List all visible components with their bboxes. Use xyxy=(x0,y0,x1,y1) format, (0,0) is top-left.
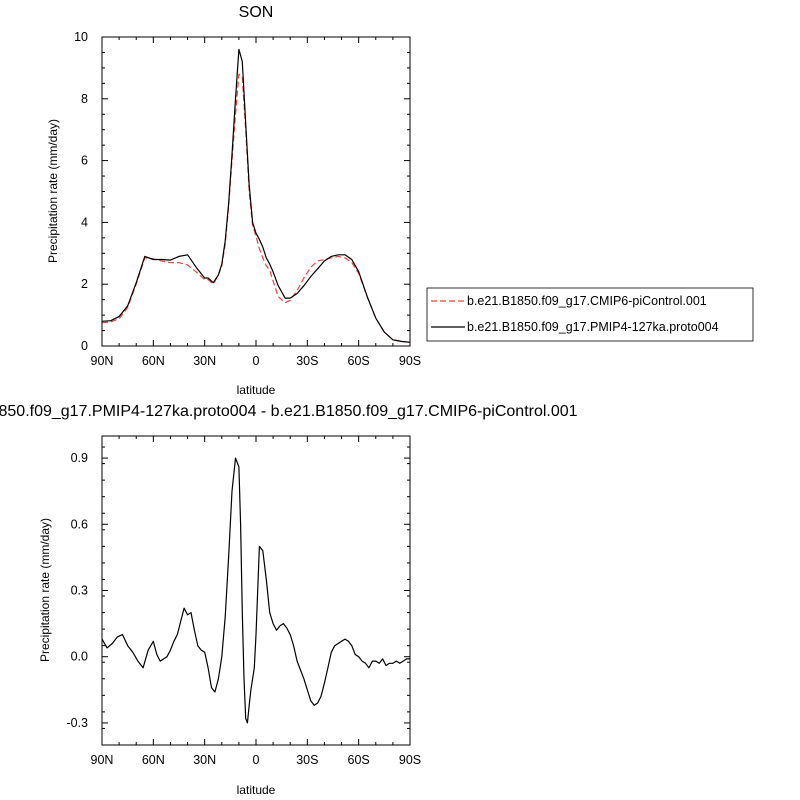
bottom-x-tick-label: 90S xyxy=(399,753,421,767)
top-y-tick-label: 4 xyxy=(81,215,88,229)
bottom-y-tick-label: 0.0 xyxy=(71,650,88,664)
bottom-x-tick-label: 30S xyxy=(296,753,318,767)
bottom-axis-ticks: 90N 60N 30N 0 30S 60S 90S -0.3 0.0 0.3 0.6 0.9 xyxy=(66,436,421,767)
legend-label-127ka: b.e21.B1850.f09_g17.PMIP4-127ka.proto004 xyxy=(467,320,719,334)
top-x-tick-label: 0 xyxy=(253,354,260,368)
top-x-tick-label: 30S xyxy=(296,354,318,368)
top-y-tick-label: 2 xyxy=(81,277,88,291)
top-y-axis-label: Precipitation rate (mm/day) xyxy=(46,119,60,263)
bottom-chart-title: b.e21.B1850.f09_g17.PMIP4-127ka.proto004… xyxy=(0,403,578,420)
top-chart-title: SON xyxy=(239,4,274,21)
top-x-tick-label: 90N xyxy=(91,354,114,368)
top-y-tick-label: 6 xyxy=(81,154,88,168)
bottom-x-tick-label: 90N xyxy=(91,753,114,767)
bottom-y-tick-label: 0.6 xyxy=(71,517,88,531)
bottom-x-axis-label: latitude xyxy=(237,783,276,797)
bottom-series-line-0 xyxy=(101,457,410,724)
top-axis-ticks: 90N 60N 30N 0 30S 60S 90S 0 2 4 6 8 10 xyxy=(74,30,421,368)
legend: b.e21.B1850.f09_g17.CMIP6-piControl.001 … xyxy=(426,287,754,342)
bottom-x-tick-label: 30N xyxy=(193,753,216,767)
top-x-tick-label: 60N xyxy=(142,354,165,368)
top-series-line-1 xyxy=(101,48,411,343)
bottom-panel: b.e21.B1850.f09_g17.PMIP4-127ka.proto004… xyxy=(0,403,578,797)
top-y-tick-label: 10 xyxy=(74,30,88,44)
bottom-series-lines xyxy=(101,457,410,724)
top-x-tick-label: 30N xyxy=(193,354,216,368)
bottom-y-tick-label: 0.9 xyxy=(71,451,88,465)
top-panel: SON Precipitation rate (mm/day) latitude… xyxy=(46,4,421,397)
legend-label-picontrol: b.e21.B1850.f09_g17.CMIP6-piControl.001 xyxy=(467,294,707,308)
top-y-tick-label: 0 xyxy=(81,339,88,353)
top-x-axis-label: latitude xyxy=(237,383,276,397)
top-plot-frame xyxy=(101,36,411,347)
bottom-x-tick-label: 0 xyxy=(253,753,260,767)
top-series-lines xyxy=(101,48,411,343)
bottom-y-tick-label: -0.3 xyxy=(66,716,88,730)
bottom-y-axis-label: Precipitation rate (mm/day) xyxy=(38,518,52,662)
top-y-tick-label: 8 xyxy=(81,92,88,106)
bottom-x-tick-label: 60S xyxy=(348,753,370,767)
bottom-plot-frame xyxy=(101,435,411,746)
legend-box xyxy=(426,287,754,342)
top-x-tick-label: 90S xyxy=(399,354,421,368)
top-series-line-0 xyxy=(101,73,411,343)
bottom-y-tick-label: 0.3 xyxy=(71,584,88,598)
bottom-x-tick-label: 60N xyxy=(142,753,165,767)
top-x-tick-label: 60S xyxy=(348,354,370,368)
